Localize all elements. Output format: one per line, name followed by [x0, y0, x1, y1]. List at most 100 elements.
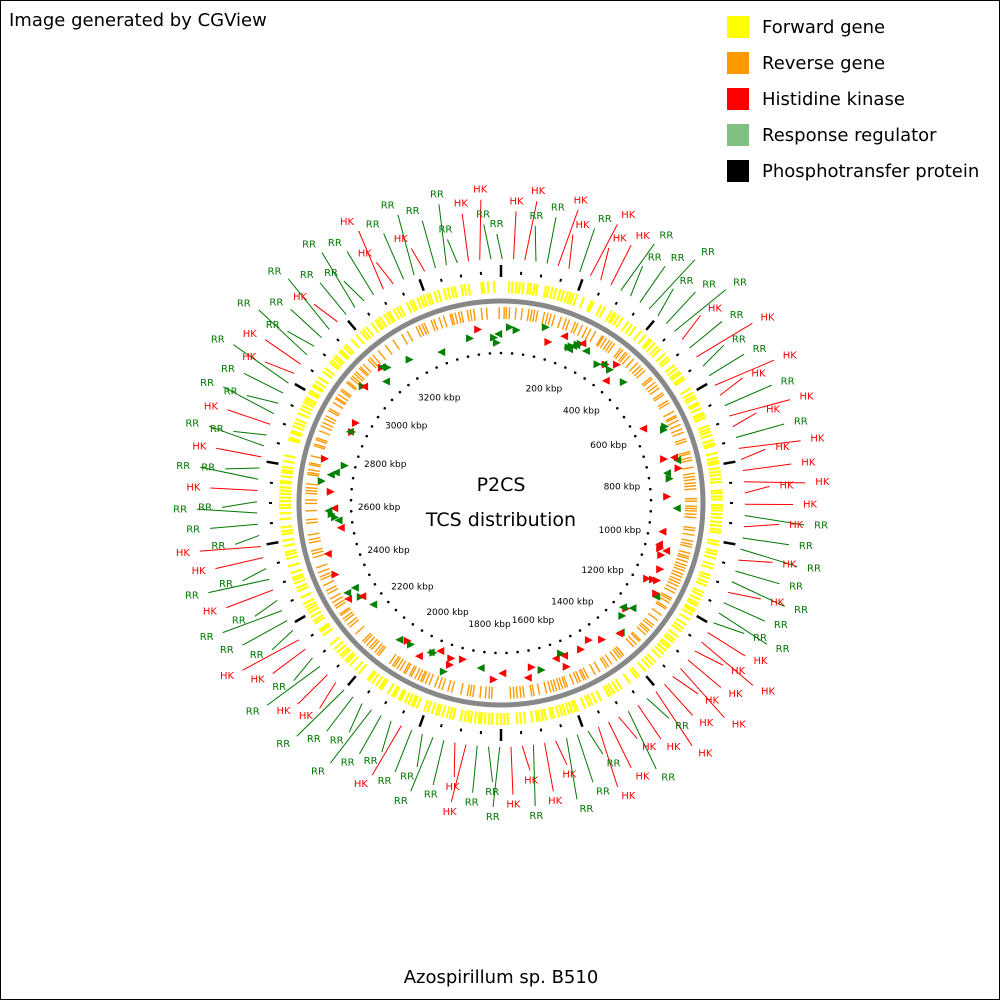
rr-arrow: [426, 648, 435, 657]
rr-arrow: [381, 377, 390, 386]
hk-label: HK: [698, 749, 713, 760]
forward-gene-mark: [321, 370, 333, 380]
reverse-gene-mark: [642, 378, 653, 387]
ruler-tick: [394, 608, 398, 612]
feature-leader-line: [297, 674, 328, 705]
forward-gene-mark: [615, 316, 624, 329]
forward-gene-mark: [370, 322, 380, 334]
forward-gene-mark: [564, 702, 571, 715]
forward-gene-mark: [545, 286, 551, 299]
reverse-gene-mark: [514, 307, 517, 320]
reverse-gene-mark: [625, 358, 635, 369]
forward-gene-mark: [411, 299, 419, 311]
reverse-gene-mark: [531, 684, 535, 697]
reverse-gene-mark: [631, 364, 642, 375]
reverse-gene-mark: [669, 423, 681, 430]
feature-leader-line: [597, 726, 619, 788]
outer-tick: [282, 422, 287, 426]
reverse-gene-mark: [367, 358, 377, 369]
forward-gene-mark: [304, 398, 316, 407]
forward-gene-mark: [453, 285, 458, 298]
gene-tracks: [278, 281, 724, 726]
forward-gene-mark: [658, 639, 670, 650]
rr-label: RR: [302, 239, 316, 250]
forward-gene-mark: [548, 286, 554, 300]
feature-leader-line: [674, 289, 727, 332]
reverse-gene-mark: [459, 682, 464, 695]
ruler-tick: [367, 573, 371, 577]
hk-arrow: [331, 570, 340, 579]
rr-label: RR: [485, 787, 499, 798]
rr-label: RR: [210, 424, 224, 435]
forward-gene-mark: [683, 605, 695, 613]
feature-leader-line: [319, 682, 337, 709]
feature-leader-line: [566, 737, 578, 800]
rr-arrow: [340, 461, 349, 470]
forward-gene-mark: [306, 603, 318, 612]
rr-label: RR: [807, 564, 821, 575]
forward-gene-mark: [684, 394, 696, 403]
forward-gene-mark: [709, 477, 722, 481]
reverse-gene-mark: [660, 593, 672, 602]
rr-label: RR: [224, 387, 238, 398]
feature-leader-line: [728, 399, 791, 417]
rr-label: RR: [486, 812, 500, 823]
reverse-gene-mark: [410, 666, 418, 678]
ruler-tick: [349, 498, 353, 502]
legend-item: Reverse gene: [727, 45, 979, 81]
rr-label: RR: [220, 645, 234, 656]
rr-label: RR: [680, 276, 694, 287]
rr-arrow: [581, 347, 590, 356]
reverse-gene-mark: [676, 557, 689, 563]
forward-gene-mark: [290, 431, 303, 438]
forward-gene-mark: [654, 645, 665, 655]
feature-leader-line: [696, 322, 753, 358]
reverse-gene-mark: [348, 619, 360, 628]
reverse-gene-mark: [543, 681, 548, 694]
feature-leader-line: [293, 657, 313, 682]
hk-label: HK: [299, 711, 314, 722]
rr-label: RR: [324, 268, 338, 279]
feature-leader-line: [461, 213, 470, 262]
reverse-gene-mark: [377, 349, 387, 361]
forward-gene-mark: [287, 438, 301, 444]
reverse-gene-mark: [683, 525, 696, 529]
feature-leader-line: [740, 548, 798, 567]
reverse-gene-mark: [572, 671, 579, 684]
forward-gene-mark: [374, 319, 383, 331]
forward-gene-mark: [419, 295, 426, 308]
reverse-gene-mark: [529, 684, 533, 697]
reverse-gene-mark: [684, 488, 697, 491]
hk-label: HK: [642, 742, 657, 753]
reverse-gene-mark: [399, 660, 407, 672]
forward-gene-mark: [655, 352, 666, 363]
forward-gene-mark: [598, 306, 607, 319]
reverse-gene-mark: [329, 592, 342, 600]
legend-label: Histidine kinase: [762, 88, 905, 110]
feature-leader-line: [272, 648, 306, 674]
ruler-tick: [466, 355, 470, 358]
feature-leader-line: [732, 412, 757, 428]
reverse-gene-mark: [469, 309, 473, 322]
ruler-tick: [349, 510, 353, 513]
forward-gene-mark: [290, 429, 303, 436]
hk-arrow: [598, 635, 607, 644]
feature-leader-line: [579, 228, 596, 273]
feature-leader-line: [744, 481, 806, 484]
reverse-gene-mark: [480, 307, 484, 321]
reverse-gene-mark: [674, 437, 687, 444]
feature-leader-line: [735, 423, 785, 438]
rr-arrow: [628, 604, 637, 613]
forward-gene-mark: [291, 572, 304, 580]
hk-arrow: [445, 660, 454, 669]
forward-gene-mark: [706, 456, 719, 462]
feature-leader-line: [210, 523, 258, 529]
hk-label: HK: [775, 442, 790, 453]
reverse-gene-mark: [334, 397, 346, 406]
rr-label: RR: [661, 773, 675, 784]
reverse-gene-mark: [450, 680, 456, 693]
ruler-tick: [461, 646, 464, 650]
forward-gene-mark: [450, 286, 456, 299]
rr-arrow: [476, 663, 485, 672]
hk-arrow: [643, 574, 652, 583]
